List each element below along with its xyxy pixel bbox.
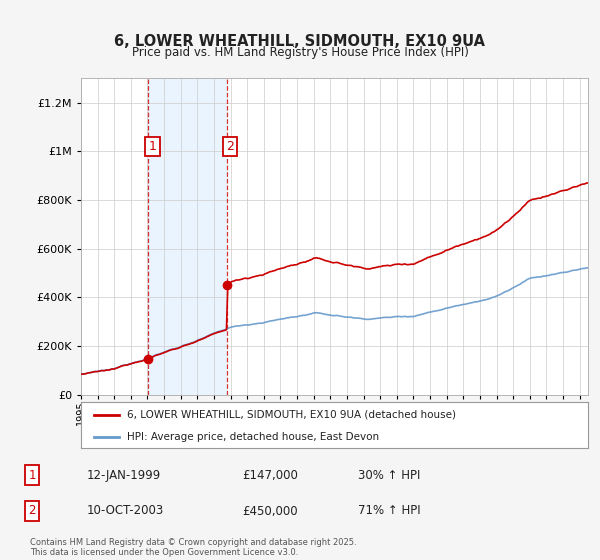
Text: 30% ↑ HPI: 30% ↑ HPI xyxy=(358,469,420,482)
Text: £147,000: £147,000 xyxy=(242,469,298,482)
Text: 6, LOWER WHEATHILL, SIDMOUTH, EX10 9UA (detached house): 6, LOWER WHEATHILL, SIDMOUTH, EX10 9UA (… xyxy=(127,410,455,420)
Text: Price paid vs. HM Land Registry's House Price Index (HPI): Price paid vs. HM Land Registry's House … xyxy=(131,46,469,59)
Text: 2: 2 xyxy=(28,505,36,517)
Text: Contains HM Land Registry data © Crown copyright and database right 2025.
This d: Contains HM Land Registry data © Crown c… xyxy=(30,538,356,557)
Text: 1: 1 xyxy=(28,469,36,482)
Text: 2: 2 xyxy=(226,140,234,153)
Text: 12-JAN-1999: 12-JAN-1999 xyxy=(87,469,161,482)
Text: £450,000: £450,000 xyxy=(242,505,298,517)
Text: HPI: Average price, detached house, East Devon: HPI: Average price, detached house, East… xyxy=(127,432,379,441)
Text: 71% ↑ HPI: 71% ↑ HPI xyxy=(358,505,420,517)
Text: 1: 1 xyxy=(149,140,157,153)
Text: 10-OCT-2003: 10-OCT-2003 xyxy=(87,505,164,517)
Text: 6, LOWER WHEATHILL, SIDMOUTH, EX10 9UA: 6, LOWER WHEATHILL, SIDMOUTH, EX10 9UA xyxy=(115,34,485,49)
Bar xyxy=(148,78,227,395)
